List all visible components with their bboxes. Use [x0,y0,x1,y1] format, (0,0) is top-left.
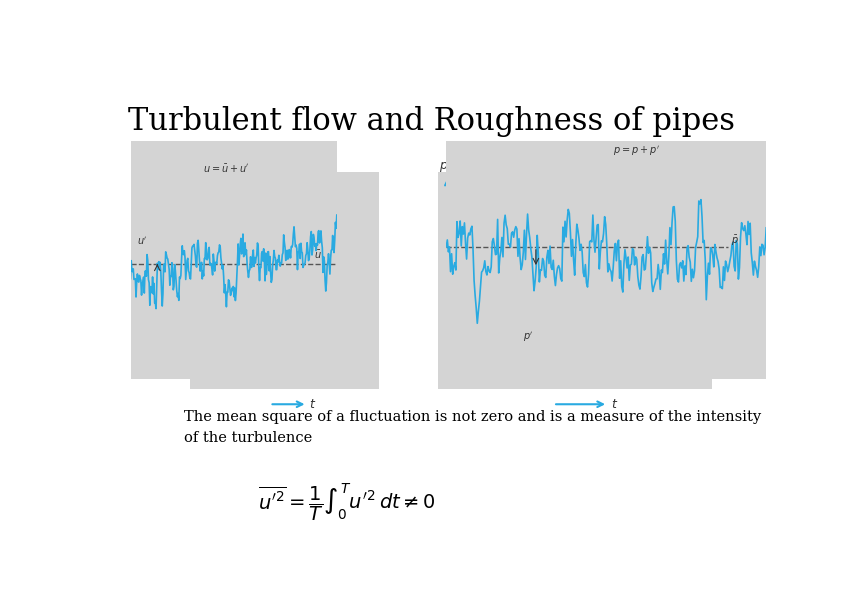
Text: t: t [610,398,616,411]
Text: $u'$: $u'$ [136,236,147,247]
Bar [438,173,712,389]
Text: The mean square of a fluctuation is not zero and is a measure of the intensity
o: The mean square of a fluctuation is not … [184,411,760,445]
Text: $u = \bar{u} + u'$: $u = \bar{u} + u'$ [203,163,249,174]
Text: Turbulent flow and Roughness of pipes: Turbulent flow and Roughness of pipes [128,106,735,138]
Text: p: p [440,159,447,171]
Text: $\bar{p}$: $\bar{p}$ [731,234,738,248]
Text: $p'$: $p'$ [523,330,534,344]
Text: u: u [191,159,200,171]
Text: $p = p + p'$: $p = p + p'$ [613,144,659,158]
Text: $\bar{u}$: $\bar{u}$ [314,248,322,261]
Bar [190,173,380,389]
Text: t: t [309,398,314,411]
Text: $\overline{u'^2} = \dfrac{1}{T}\int_0^{T} u'^2\, dt \neq 0$: $\overline{u'^2} = \dfrac{1}{T}\int_0^{T… [258,481,435,523]
